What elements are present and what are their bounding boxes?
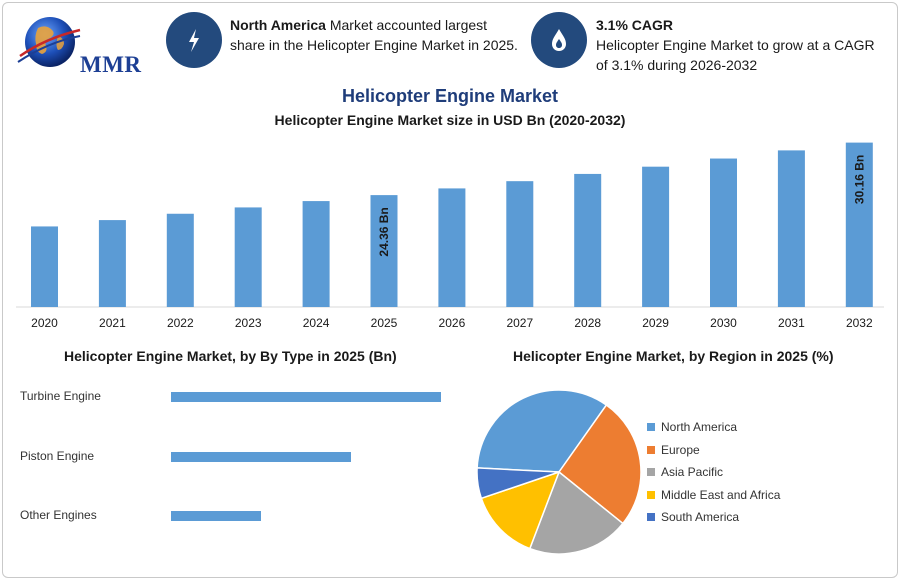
legend-label: North America — [661, 420, 738, 434]
market-size-bar-2024 — [302, 201, 330, 307]
pie-slice-asia-pacific — [528, 470, 624, 555]
market-size-bar-2026 — [438, 188, 466, 307]
legend-swatch — [647, 468, 655, 476]
legend-item-asia-pacific: Asia Pacific — [647, 465, 723, 479]
year-tick-2027: 2027 — [506, 316, 533, 330]
type-bar-piston-engine — [171, 452, 351, 462]
logo-text: MMR — [80, 52, 142, 77]
year-tick-2024: 2024 — [303, 316, 330, 330]
legend-label: Middle East and Africa — [661, 487, 781, 502]
sub-title: Helicopter Engine Market size in USD Bn … — [274, 112, 626, 128]
legend-label: Asia Pacific — [661, 465, 724, 479]
market-size-bar-2027 — [506, 181, 534, 307]
info-cagr-bold: 3.1% CAGR — [596, 17, 674, 33]
market-size-bar-2029 — [642, 166, 670, 307]
info-cagr-text: Helicopter Engine Market to grow at a CA… — [596, 37, 875, 73]
type-chart-title: Helicopter Engine Market, by By Type in … — [64, 348, 397, 364]
year-tick-2030: 2030 — [710, 316, 737, 330]
globe-icon — [17, 17, 81, 67]
legend-label: South America — [661, 510, 740, 524]
year-tick-2025: 2025 — [371, 316, 398, 330]
market-size-bar-2032 — [845, 142, 873, 307]
region-chart-title: Helicopter Engine Market, by Region in 2… — [513, 348, 834, 364]
pie-slice-south-america — [476, 467, 560, 500]
year-tick-2020: 2020 — [31, 316, 58, 330]
info-north-america: North America Market accounted largest s… — [230, 15, 522, 55]
legend-label: Europe — [661, 442, 700, 457]
pie-slice-north-america — [476, 389, 608, 473]
market-size-bar-2031 — [777, 150, 805, 307]
info-cagr: 3.1% CAGR Helicopter Engine Market to gr… — [596, 15, 886, 75]
type-label-turbine-engine: Turbine Engine — [20, 389, 101, 403]
market-size-bar-2028 — [574, 173, 602, 307]
year-tick-2026: 2026 — [439, 316, 466, 330]
legend-swatch — [647, 490, 655, 499]
market-size-bar-2025 — [370, 195, 398, 307]
type-bar-turbine-engine — [171, 392, 441, 402]
year-tick-2022: 2022 — [167, 316, 194, 330]
pie-slice-europe — [557, 404, 642, 525]
legend-item-middle-east-and-africa: Middle East and Africa — [647, 488, 780, 502]
market-size-bar-2023 — [234, 207, 262, 307]
year-tick-2032: 2032 — [846, 316, 873, 330]
data-label-2025: 24.36 Bn — [377, 207, 391, 256]
legend-swatch — [647, 445, 655, 454]
year-tick-2028: 2028 — [574, 316, 601, 330]
type-bar-other-engines — [171, 511, 261, 521]
market-size-bar-2030 — [710, 158, 737, 307]
legend-item-north-america: North America — [647, 420, 737, 434]
info-north-america-bold: North America — [230, 17, 326, 33]
mmr-logo: MMR — [14, 12, 144, 78]
lightning-bolt-icon — [166, 12, 222, 68]
market-size-bar-2020 — [31, 226, 58, 307]
year-tick-2031: 2031 — [778, 316, 805, 330]
info-north-america-text: Market accounted largest share in the He… — [230, 17, 518, 53]
year-tick-2029: 2029 — [642, 316, 669, 330]
type-label-piston-engine: Piston Engine — [20, 449, 95, 463]
legend-swatch — [647, 513, 655, 521]
main-title: Helicopter Engine Market — [341, 86, 559, 106]
pie-slice-middle-east-and-africa — [480, 470, 561, 550]
year-tick-2023: 2023 — [235, 316, 262, 330]
legend-item-europe: Europe — [647, 443, 700, 457]
flame-drop-icon — [531, 12, 587, 68]
data-label-2032: 30.16 Bn — [852, 155, 866, 204]
legend-swatch — [647, 423, 655, 431]
type-label-other-engines: Other Engines — [20, 508, 97, 522]
market-size-bar-2021 — [98, 220, 126, 307]
legend-item-south-america: South America — [647, 510, 739, 524]
year-tick-2021: 2021 — [99, 316, 126, 330]
market-size-bar-2022 — [166, 213, 194, 307]
